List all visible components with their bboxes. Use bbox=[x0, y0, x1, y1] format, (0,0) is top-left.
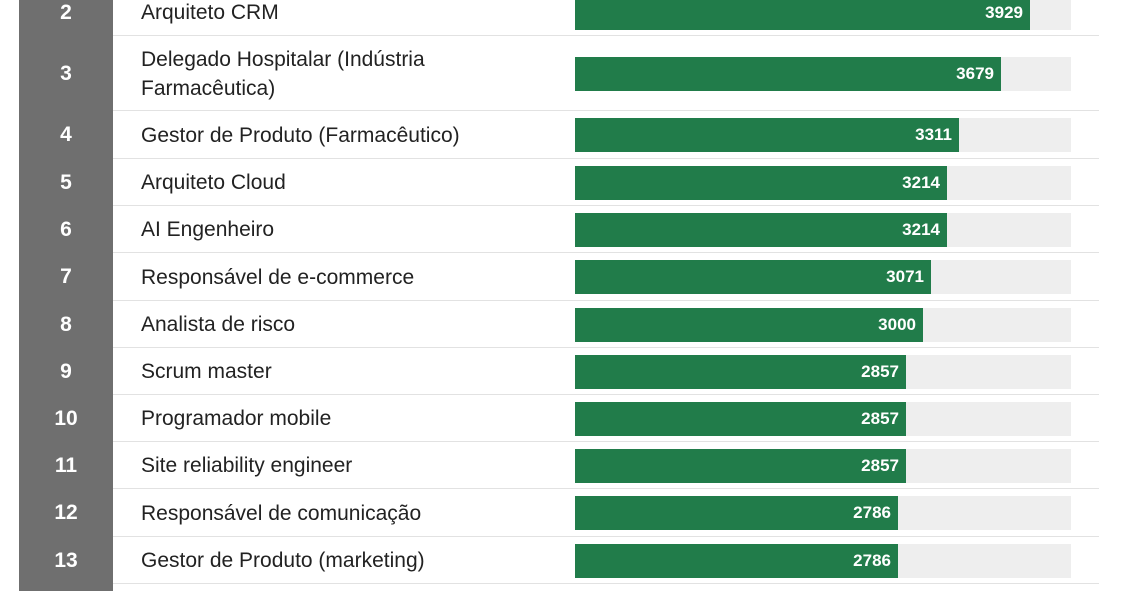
job-title: Analista de risco bbox=[141, 313, 296, 336]
bar-track: 2857 bbox=[575, 355, 1071, 389]
rank-number: 4 bbox=[19, 111, 113, 159]
rank-number: 13 bbox=[19, 537, 113, 584]
rank-number: 2 bbox=[19, 0, 113, 36]
ranking-row: 12 Responsável de comunicação 2786 bbox=[0, 489, 1128, 537]
ranking-row: 2 Arquiteto CRM 3929 bbox=[0, 0, 1128, 36]
rank-number: 12 bbox=[19, 489, 113, 537]
row-divider bbox=[113, 536, 1099, 537]
bar-value-label: 2857 bbox=[861, 362, 899, 381]
row-divider bbox=[113, 35, 1099, 36]
job-title: Responsável de e-commerce bbox=[141, 265, 415, 289]
job-title: Programador mobile bbox=[141, 407, 332, 430]
bar: 2857 bbox=[575, 402, 906, 436]
job-title: Delegado Hospitalar (Indústria Farmacêut… bbox=[141, 47, 425, 100]
bar: 3929 bbox=[575, 0, 1030, 30]
bar: 2786 bbox=[575, 544, 898, 578]
row-divider bbox=[113, 583, 1099, 584]
ranking-row: 3 Delegado Hospitalar (Indústria Farmacêu… bbox=[0, 36, 1128, 111]
bar-track: 2786 bbox=[575, 544, 1071, 578]
bar-track: 3311 bbox=[575, 118, 1071, 152]
row-divider bbox=[113, 488, 1099, 489]
ranking-row: 9 Scrum master 2857 bbox=[0, 348, 1128, 395]
bar-value-label: 2857 bbox=[861, 456, 899, 475]
row-divider bbox=[113, 205, 1099, 206]
bar: 3000 bbox=[575, 308, 923, 342]
bar-track: 3214 bbox=[575, 166, 1071, 200]
ranking-row: 6 AI Engenheiro 3214 bbox=[0, 206, 1128, 253]
bar-value-label: 2857 bbox=[861, 409, 899, 428]
bar-track: 3071 bbox=[575, 260, 1071, 294]
bar-track: 2786 bbox=[575, 496, 1071, 530]
job-title: Gestor de Produto (Farmacêutico) bbox=[141, 123, 460, 147]
bar: 2857 bbox=[575, 355, 906, 389]
bar: 2786 bbox=[575, 496, 898, 530]
bar-value-label: 3929 bbox=[985, 3, 1023, 22]
ranking-row: 10 Programador mobile 2857 bbox=[0, 395, 1128, 442]
bar-track: 2857 bbox=[575, 449, 1071, 483]
ranking-row: 8 Analista de risco 3000 bbox=[0, 301, 1128, 348]
rank-number: 8 bbox=[19, 301, 113, 348]
bar-value-label: 2786 bbox=[853, 503, 891, 522]
bar-track: 2857 bbox=[575, 402, 1071, 436]
ranking-row: 13 Gestor de Produto (marketing) 2786 bbox=[0, 537, 1128, 584]
job-title: Responsável de comunicação bbox=[141, 501, 422, 525]
bar-value-label: 3679 bbox=[956, 64, 994, 83]
bar: 3071 bbox=[575, 260, 931, 294]
bar-track: 3929 bbox=[575, 0, 1071, 30]
bar: 2857 bbox=[575, 449, 906, 483]
rank-number: 9 bbox=[19, 348, 113, 395]
rank-column-continuation bbox=[19, 584, 113, 591]
row-divider bbox=[113, 347, 1099, 348]
bar: 3214 bbox=[575, 166, 947, 200]
bar-value-label: 2786 bbox=[853, 551, 891, 570]
bar-value-label: 3000 bbox=[878, 315, 916, 334]
row-divider bbox=[113, 110, 1099, 111]
row-divider bbox=[113, 158, 1099, 159]
ranking-row: 11 Site reliability engineer 2857 bbox=[0, 442, 1128, 489]
row-divider bbox=[113, 394, 1099, 395]
bar-value-label: 3214 bbox=[902, 220, 940, 239]
bar-track: 3000 bbox=[575, 308, 1071, 342]
job-title: AI Engenheiro bbox=[141, 218, 275, 241]
row-divider bbox=[113, 441, 1099, 442]
bar: 3679 bbox=[575, 57, 1001, 91]
row-divider bbox=[113, 300, 1099, 301]
bar-value-label: 3311 bbox=[915, 125, 952, 144]
job-title: Scrum master bbox=[141, 360, 272, 383]
bar-value-label: 3214 bbox=[902, 173, 940, 192]
rank-number: 10 bbox=[19, 395, 113, 442]
job-title: Arquiteto CRM bbox=[141, 1, 279, 24]
rank-number: 11 bbox=[19, 442, 113, 489]
bar: 3214 bbox=[575, 213, 947, 247]
bar-track: 3679 bbox=[575, 57, 1071, 91]
rank-number: 5 bbox=[19, 159, 113, 206]
job-title: Site reliability engineer bbox=[141, 454, 353, 477]
bar-track: 3214 bbox=[575, 213, 1071, 247]
rank-number: 3 bbox=[19, 36, 113, 111]
bar: 3311 bbox=[575, 118, 959, 152]
row-divider bbox=[113, 252, 1099, 253]
ranking-row: 4 Gestor de Produto (Farmacêutico) 3311 bbox=[0, 111, 1128, 159]
rank-number: 7 bbox=[19, 253, 113, 301]
ranking-row: 7 Responsável de e-commerce 3071 bbox=[0, 253, 1128, 301]
job-title: Arquiteto Cloud bbox=[141, 171, 286, 194]
bar-value-label: 3071 bbox=[886, 267, 924, 286]
job-title: Gestor de Produto (marketing) bbox=[141, 549, 425, 572]
ranking-row: 5 Arquiteto Cloud 3214 bbox=[0, 159, 1128, 206]
rank-number: 6 bbox=[19, 206, 113, 253]
